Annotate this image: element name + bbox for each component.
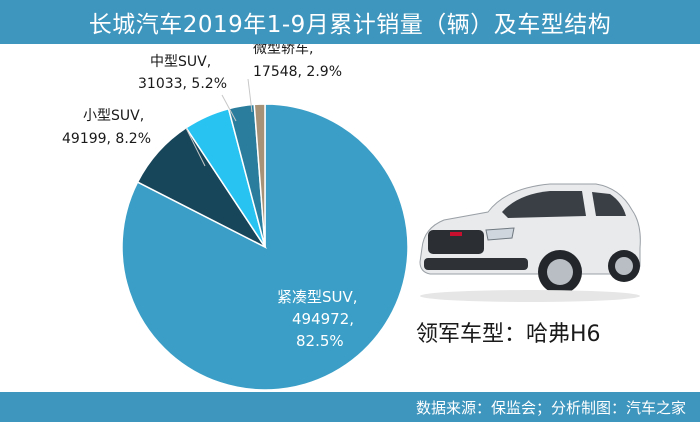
label-mid-value: 31033, 5.2%	[138, 76, 227, 92]
car-shadow	[420, 290, 640, 302]
car-image	[419, 183, 641, 302]
label-small-value: 49199, 8.2%	[62, 131, 151, 147]
car-front-rim	[547, 259, 573, 285]
label-compact-value: 494972,	[292, 310, 354, 328]
car-rear-rim	[615, 257, 633, 275]
pie-slice-5	[253, 103, 266, 248]
car-bumper	[424, 258, 528, 270]
car-headlight	[485, 227, 515, 241]
leader-lines	[185, 78, 253, 167]
source-text: 数据来源：保监会；分析制图：汽车之家	[415, 398, 686, 417]
leader-line-mid	[221, 94, 237, 122]
car-side-window	[592, 192, 626, 216]
leader-line-small	[185, 127, 206, 167]
car-logo	[450, 232, 462, 236]
source-footer: 数据来源：保监会；分析制图：汽车之家	[0, 392, 700, 422]
label-mini-value: 17548, 2.9%	[253, 64, 342, 80]
chart-title: 长城汽车2019年1-9月累计销量（辆）及车型结构	[88, 12, 612, 38]
car-grille	[428, 230, 484, 254]
car-windows	[502, 191, 586, 218]
chart-title-bar: 长城汽车2019年1-9月累计销量（辆）及车型结构	[0, 0, 700, 44]
label-small-name: 小型SUV,	[83, 108, 144, 124]
label-mini-name: 微型轿车,	[253, 44, 313, 57]
label-compact-name: 紧凑型SUV,	[277, 288, 358, 306]
lead-model-caption: 领军车型：哈弗H6	[416, 322, 601, 347]
leader-line-mini	[247, 78, 253, 113]
pie-chart: 中型SUV, 31033, 5.2% 微型轿车, 17548, 2.9% 小型S…	[62, 44, 409, 391]
label-compact-percent: 82.5%	[296, 332, 344, 350]
pie-slices	[121, 103, 409, 391]
slice-labels: 中型SUV, 31033, 5.2% 微型轿车, 17548, 2.9% 小型S…	[62, 44, 358, 350]
pie-slice-1	[121, 103, 409, 391]
label-mid-name: 中型SUV,	[150, 54, 211, 70]
